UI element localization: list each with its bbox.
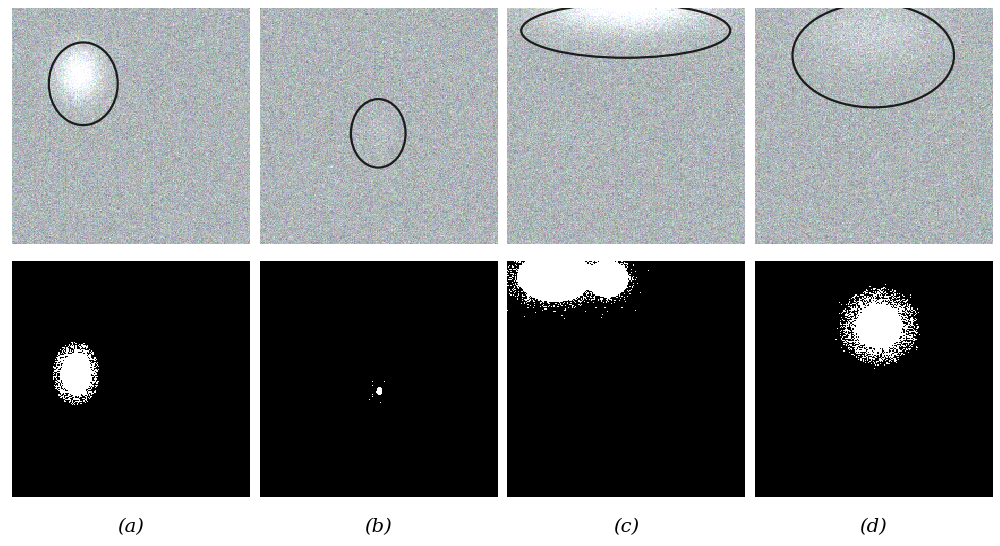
Text: (b): (b)	[364, 518, 392, 536]
Text: (c): (c)	[613, 518, 639, 536]
Text: (a): (a)	[117, 518, 144, 536]
Text: (d): (d)	[859, 518, 887, 536]
